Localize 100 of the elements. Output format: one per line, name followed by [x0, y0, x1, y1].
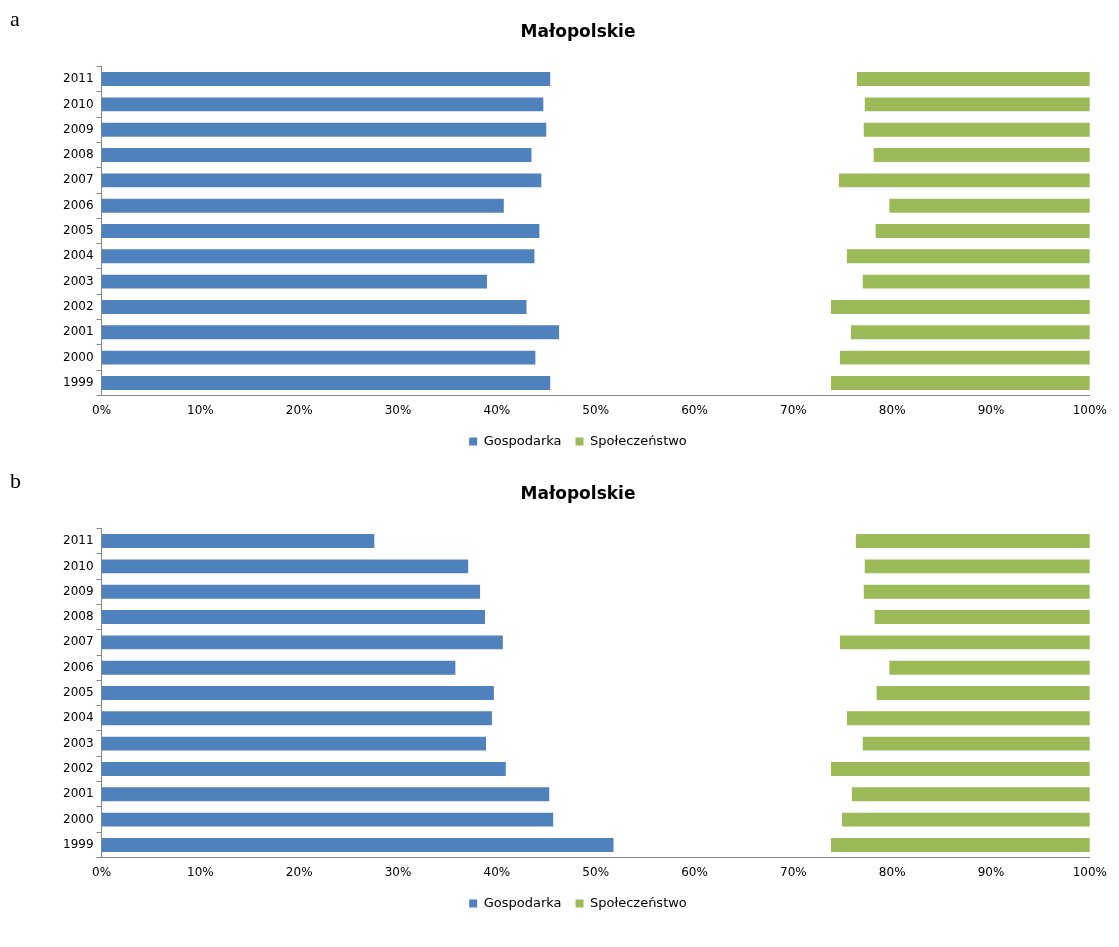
bar: [101, 224, 540, 238]
x-tick-label: 20%: [285, 864, 313, 879]
bar: [101, 584, 481, 599]
x-tick-label: 0%: [92, 864, 112, 879]
text: a: [10, 6, 20, 32]
bar: [851, 787, 1090, 802]
y-tick-label: 2003: [62, 273, 94, 288]
bar: [874, 610, 1090, 624]
x-tick-label: 60%: [681, 864, 708, 879]
bar: [830, 375, 1090, 390]
bar: [864, 559, 1090, 574]
bar: [101, 375, 551, 390]
y-tick-label: 2007: [62, 634, 94, 649]
legend-label: Społeczeństwo: [590, 894, 687, 910]
bar: [101, 711, 492, 726]
bar: [830, 300, 1090, 314]
y-tick-label: 2000: [62, 349, 94, 364]
bar: [101, 736, 486, 751]
x-tick-label: 30%: [384, 402, 412, 417]
bar: [863, 122, 1090, 137]
y-tick-label: 1999: [62, 837, 94, 852]
y-tick-label: 2004: [62, 248, 94, 263]
y-tick-label: 2011: [62, 533, 94, 548]
chart-title: Małopolskie: [520, 482, 636, 503]
bar: [101, 72, 551, 87]
bar: [101, 173, 542, 188]
bar: [850, 325, 1090, 340]
bar: [830, 837, 1090, 852]
x-tick-label: 30%: [384, 864, 412, 879]
bar: [873, 148, 1090, 162]
x-tick-label: 50%: [582, 402, 610, 417]
bar: [838, 173, 1090, 188]
x-tick-label: 10%: [187, 864, 214, 879]
x-tick-label: 40%: [483, 864, 511, 879]
y-tick-label: 2007: [62, 172, 94, 187]
bar: [889, 660, 1090, 675]
bar: [101, 635, 503, 650]
y-tick-label: 2006: [62, 659, 94, 674]
bar: [101, 198, 504, 213]
y-tick-label: 2009: [62, 583, 94, 598]
bar: [101, 300, 527, 314]
chart-title: Małopolskie: [520, 20, 636, 41]
x-tick-label: 70%: [780, 864, 807, 879]
y-tick-label: 2001: [62, 324, 94, 339]
y-tick-label: 2008: [62, 609, 94, 624]
y-tick-label: 2009: [62, 121, 94, 136]
bar: [846, 249, 1090, 264]
y-tick-label: 2002: [62, 299, 94, 314]
bar: [101, 534, 375, 549]
bar: [101, 97, 544, 112]
y-tick-label: 2001: [62, 786, 94, 801]
bar: [101, 559, 469, 574]
bar: [101, 122, 547, 137]
bar: [101, 762, 506, 776]
legend-label: Gospodarka: [483, 432, 562, 448]
bar: [862, 736, 1090, 751]
y-tick-label: 2006: [62, 197, 94, 212]
x-tick-label: 80%: [878, 402, 906, 417]
y-tick-label: 2010: [62, 96, 94, 111]
x-tick-label: 70%: [780, 402, 807, 417]
y-tick-label: 2005: [62, 685, 94, 700]
bar: [839, 350, 1090, 365]
bar: [101, 325, 560, 340]
x-tick-label: 80%: [878, 864, 906, 879]
bar: [101, 274, 487, 289]
bar: [101, 249, 535, 264]
bar: [839, 635, 1090, 650]
y-tick-label: 2003: [62, 735, 94, 750]
text: b: [10, 468, 21, 494]
bar: [101, 787, 550, 802]
y-tick-label: 2008: [62, 147, 94, 162]
bar: [856, 72, 1090, 87]
x-tick-label: 40%: [483, 402, 511, 417]
x-tick-label: 100%: [1072, 864, 1107, 879]
bar: [101, 837, 614, 852]
bar: [864, 97, 1090, 112]
x-tick-label: 50%: [582, 864, 610, 879]
x-tick-label: 90%: [977, 402, 1005, 417]
bar: [855, 534, 1090, 549]
bar: [101, 610, 485, 624]
bar: [841, 812, 1090, 827]
x-tick-label: 60%: [681, 402, 708, 417]
bar: [862, 274, 1090, 289]
bar: [830, 762, 1090, 776]
bar: [876, 686, 1090, 700]
bar: [863, 584, 1090, 599]
bar: [101, 686, 494, 700]
y-tick-label: 2004: [62, 710, 94, 725]
x-tick-label: 20%: [285, 402, 313, 417]
bar: [101, 660, 456, 675]
x-tick-label: 0%: [92, 402, 112, 417]
y-tick-label: 2005: [62, 223, 94, 238]
bar: [889, 198, 1090, 213]
bar: [101, 350, 536, 365]
legend-label: Gospodarka: [483, 894, 562, 910]
x-tick-label: 100%: [1072, 402, 1107, 417]
y-tick-label: 1999: [62, 375, 94, 390]
x-tick-label: 90%: [977, 864, 1005, 879]
y-tick-label: 2010: [62, 558, 94, 573]
y-tick-label: 2011: [62, 71, 94, 86]
